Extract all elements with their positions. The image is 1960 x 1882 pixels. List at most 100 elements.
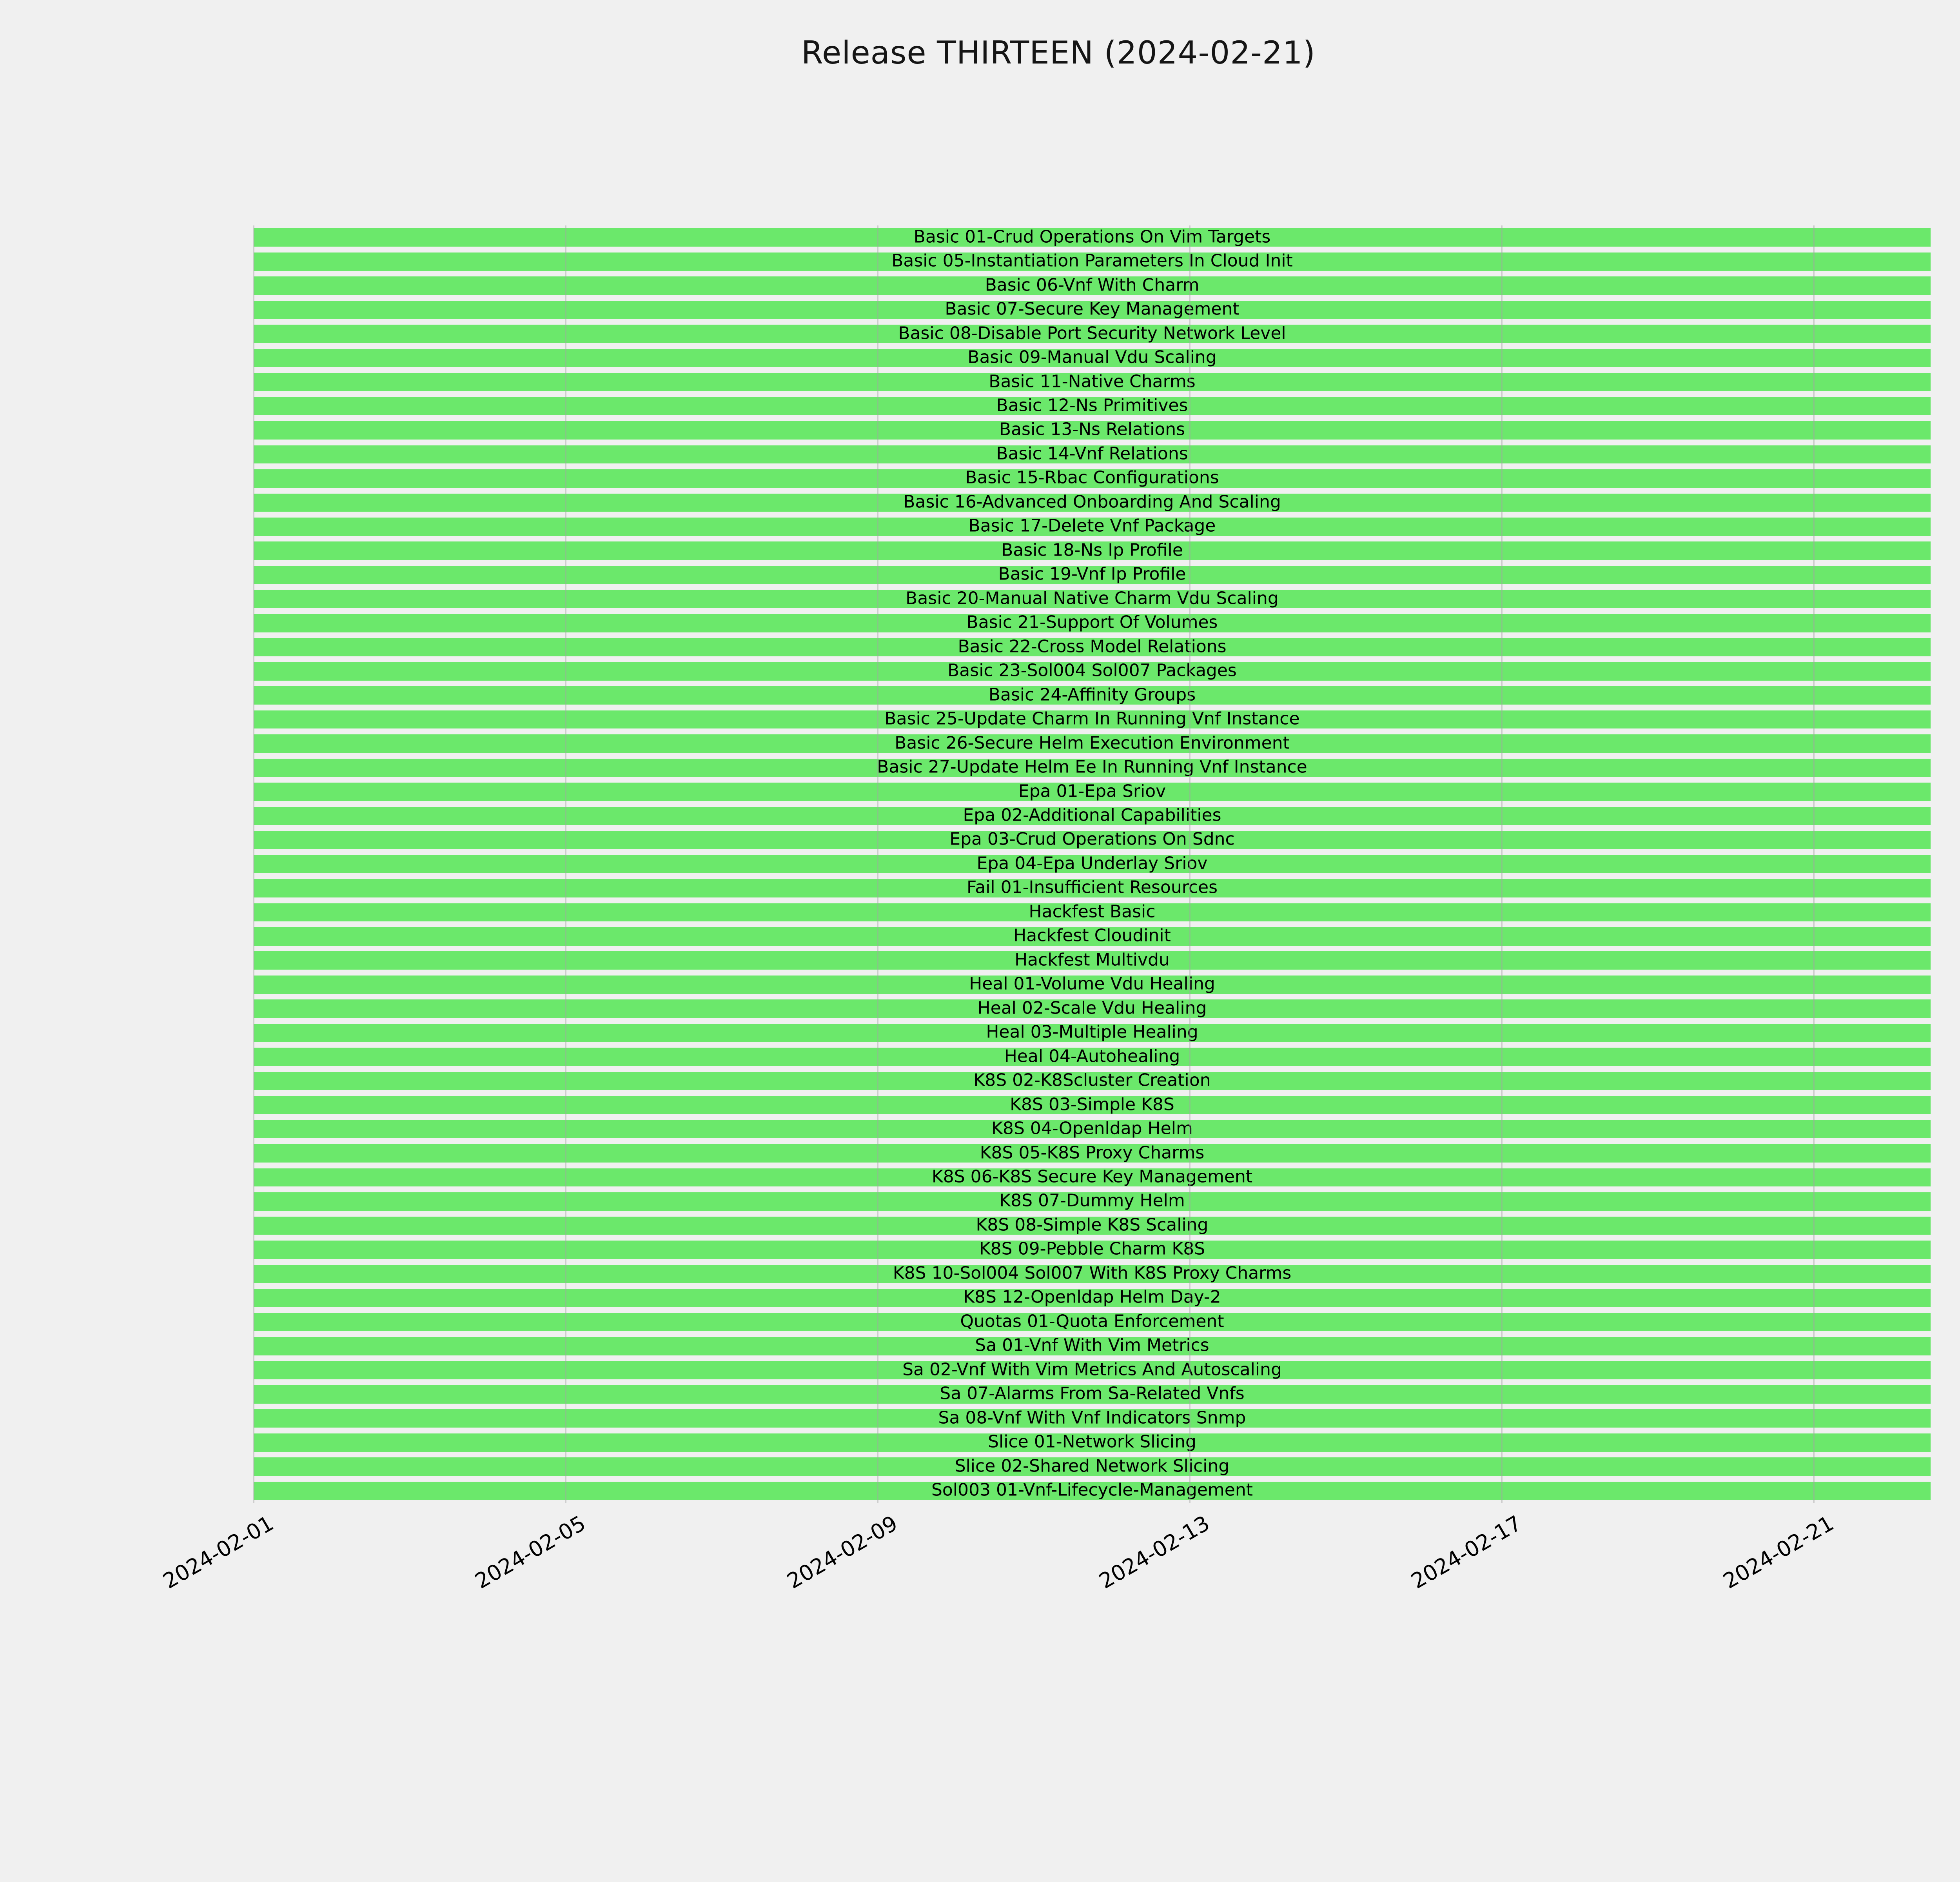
gantt-bar: Basic 09-Manual Vdu Scaling [254,348,1931,367]
gantt-bar-label: Basic 19-Vnf Ip Profile [998,564,1186,584]
chart-title: Release THIRTEEN (2024-02-21) [801,35,1316,71]
gantt-bar: Basic 20-Manual Native Charm Vdu Scaling [254,588,1931,609]
gantt-row: Basic 08-Disable Port Security Network L… [254,322,1931,346]
gantt-row: Sa 01-Vnf With Vim Metrics [254,1334,1931,1358]
gantt-bar-label: Slice 01-Network Slicing [988,1431,1196,1452]
gantt-row: Epa 01-Epa Sriov [254,780,1931,804]
gantt-bar-label: Hackfest Basic [1029,901,1156,922]
gantt-bar-label: Epa 04-Epa Underlay Sriov [976,853,1208,874]
gantt-row: Basic 25-Update Charm In Running Vnf Ins… [254,707,1931,731]
gantt-bar-label: K8S 12-Openldap Helm Day-2 [963,1287,1221,1307]
gantt-bar-label: Basic 06-Vnf With Charm [985,275,1200,295]
gantt-bar-label: Epa 03-Crud Operations On Sdnc [949,829,1235,849]
gantt-row: K8S 07-Dummy Helm [254,1190,1931,1213]
gantt-bar-label: Basic 24-Affinity Groups [988,684,1196,705]
gantt-bar-label: Basic 22-Cross Model Relations [958,636,1227,657]
gantt-row: K8S 09-Pebble Charm K8S [254,1238,1931,1262]
gantt-row: Sa 02-Vnf With Vim Metrics And Autoscali… [254,1358,1931,1382]
gantt-bar: Sa 08-Vnf With Vnf Indicators Snmp [254,1408,1931,1428]
gantt-row: Basic 06-Vnf With Charm [254,274,1931,298]
gantt-bar-label: Hackfest Cloudinit [1013,925,1171,946]
x-tick-label: 2024-02-01 [159,1511,278,1594]
gantt-row: Basic 27-Update Helm Ee In Running Vnf I… [254,756,1931,779]
gantt-row: Sa 07-Alarms From Sa-Related Vnfs [254,1382,1931,1406]
gantt-bar-label: Basic 23-Sol004 Sol007 Packages [947,660,1237,681]
gantt-bar: Epa 02-Additional Capabilities [254,805,1931,825]
gantt-bar: Basic 18-Ns Ip Profile [254,540,1931,560]
gantt-bar: Fail 01-Insufficient Resources [254,877,1931,897]
gantt-rows: Basic 01-Crud Operations On Vim Targets B… [254,225,1931,1503]
gantt-bar: Basic 19-Vnf Ip Profile [254,564,1931,584]
gantt-bar-label: Heal 02-Scale Vdu Healing [977,998,1207,1018]
gantt-row: Quotas 01-Quota Enforcement [254,1310,1931,1334]
gantt-bar: Slice 02-Shared Network Slicing [254,1455,1931,1476]
gantt-bar-label: Heal 04-Autohealing [1004,1046,1180,1066]
gantt-bar-label: Basic 08-Disable Port Security Network L… [898,323,1286,343]
gantt-row: Basic 23-Sol004 Sol007 Packages [254,659,1931,683]
gantt-bar: Epa 04-Epa Underlay Sriov [254,853,1931,874]
gantt-bar-label: K8S 02-K8Scluster Creation [973,1070,1211,1090]
gantt-bar: K8S 09-Pebble Charm K8S [254,1239,1931,1259]
gantt-bar: Heal 01-Volume Vdu Healing [254,974,1931,994]
gantt-bar: Basic 26-Secure Helm Execution Environme… [254,732,1931,753]
gantt-row: K8S 12-Openldap Helm Day-2 [254,1286,1931,1310]
gantt-row: Basic 07-Secure Key Management [254,298,1931,322]
gantt-bar: Basic 01-Crud Operations On Vim Targets [254,227,1931,247]
gantt-bar-label: Hackfest Multivdu [1014,950,1170,970]
gantt-bar-label: K8S 08-Simple K8S Scaling [976,1215,1209,1235]
gantt-row: Basic 26-Secure Helm Execution Environme… [254,732,1931,756]
x-tick-label: 2024-02-13 [1094,1511,1214,1594]
gantt-bar-label: Epa 01-Epa Sriov [1018,781,1166,801]
gantt-bar: Epa 03-Crud Operations On Sdnc [254,829,1931,849]
gantt-row: Hackfest Multivdu [254,948,1931,972]
gantt-row: Fail 01-Insufficient Resources [254,876,1931,900]
gantt-row: Basic 18-Ns Ip Profile [254,539,1931,563]
gantt-bar-label: Basic 07-Secure Key Management [945,299,1240,319]
x-tick-label: 2024-02-17 [1406,1511,1526,1594]
gantt-bar: Sa 07-Alarms From Sa-Related Vnfs [254,1384,1931,1404]
gantt-bar-label: Sa 08-Vnf With Vnf Indicators Snmp [938,1408,1246,1428]
gantt-row: Heal 01-Volume Vdu Healing [254,973,1931,997]
gantt-bar-label: Basic 17-Delete Vnf Package [968,516,1216,536]
gantt-bar: K8S 07-Dummy Helm [254,1190,1931,1211]
gantt-bar-label: Basic 21-Support Of Volumes [966,612,1218,632]
gantt-bar: K8S 04-Openldap Helm [254,1118,1931,1139]
gantt-row: Epa 02-Additional Capabilities [254,804,1931,828]
gantt-row: Basic 12-Ns Primitives [254,394,1931,418]
gantt-bar-label: Epa 02-Additional Capabilities [963,805,1221,825]
gantt-bar-label: Basic 27-Update Helm Ee In Running Vnf I… [877,757,1307,777]
gantt-bar: Basic 22-Cross Model Relations [254,636,1931,657]
gantt-row: Basic 13-Ns Relations [254,418,1931,442]
gantt-bar: Basic 06-Vnf With Charm [254,275,1931,295]
gantt-row: Hackfest Basic [254,900,1931,924]
gantt-bar-label: Fail 01-Insufficient Resources [966,877,1218,897]
gantt-bar: Basic 16-Advanced Onboarding And Scaling [254,492,1931,512]
gantt-bar: Basic 11-Native Charms [254,372,1931,391]
gantt-row: K8S 08-Simple K8S Scaling [254,1213,1931,1237]
gantt-bar: Basic 05-Instantiation Parameters In Clo… [254,251,1931,271]
gantt-bar-label: K8S 10-Sol004 Sol007 With K8S Proxy Char… [893,1263,1292,1283]
gantt-bar: Sa 02-Vnf With Vim Metrics And Autoscali… [254,1360,1931,1380]
gantt-bar-label: Basic 18-Ns Ip Profile [1001,540,1183,560]
gantt-bar: Sa 01-Vnf With Vim Metrics [254,1336,1931,1355]
gantt-bar: K8S 02-K8Scluster Creation [254,1070,1931,1090]
gantt-bar-label: Basic 26-Secure Helm Execution Environme… [895,732,1290,753]
gantt-bar-label: Quotas 01-Quota Enforcement [960,1311,1224,1332]
gantt-row: K8S 02-K8Scluster Creation [254,1069,1931,1093]
gantt-bar: K8S 12-Openldap Helm Day-2 [254,1287,1931,1307]
gantt-bar-label: Basic 20-Manual Native Charm Vdu Scaling [906,588,1279,609]
gantt-bar: Hackfest Cloudinit [254,925,1931,946]
x-tick-label: 2024-02-09 [783,1511,902,1594]
gantt-bar: Basic 27-Update Helm Ee In Running Vnf I… [254,757,1931,777]
gantt-bar: Heal 03-Multiple Healing [254,1023,1931,1042]
gantt-row: Basic 14-Vnf Relations [254,442,1931,466]
gantt-bar: Quotas 01-Quota Enforcement [254,1311,1931,1332]
gantt-bar-label: K8S 07-Dummy Helm [999,1190,1185,1211]
gantt-bar-label: K8S 04-Openldap Helm [991,1118,1193,1139]
gantt-bar-label: Slice 02-Shared Network Slicing [955,1455,1230,1476]
gantt-bar-label: K8S 03-Simple K8S [1010,1094,1174,1114]
gantt-bar: Slice 01-Network Slicing [254,1431,1931,1452]
gantt-bar: Basic 23-Sol004 Sol007 Packages [254,660,1931,681]
gridline [877,225,878,1503]
